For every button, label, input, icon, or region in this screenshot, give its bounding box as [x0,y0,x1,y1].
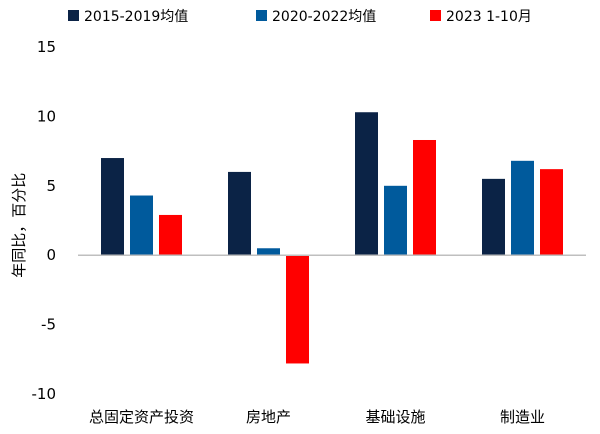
legend-label: 2020-2022均值 [272,9,376,25]
bar [101,158,124,256]
y-tick-label: 15 [37,38,56,56]
legend-label: 2023 1-10月 [446,9,532,25]
bar [228,171,251,256]
bar [257,248,280,256]
category-label: 总固定资产投资 [89,408,194,426]
legend-swatch [430,10,441,21]
bars [101,112,563,364]
category-label: 基础设施 [365,408,425,426]
legend-swatch [68,10,79,21]
bar [511,160,534,256]
bar [355,112,378,256]
y-tick-label: -5 [41,316,56,334]
legend: 2015-2019均值 2020-2022均值 2023 1-10月 [68,9,532,25]
bar [286,255,309,364]
bar [130,195,153,256]
y-tick-label: 0 [46,246,56,264]
legend-label: 2015-2019均值 [84,9,188,25]
legend-swatch [256,10,267,21]
y-tick-label: -10 [32,385,57,403]
category-label: 制造业 [500,408,545,426]
bar [384,185,407,256]
bar [482,178,505,256]
category-label: 房地产 [246,408,291,426]
y-tick-label: 10 [37,107,56,125]
y-tick-label: 5 [46,177,56,195]
bar [540,169,563,256]
bar [159,214,182,256]
category-labels: 总固定资产投资 房地产 基础设施 制造业 [89,408,545,426]
bar [413,139,436,256]
y-axis-label: 年同比，百分比 [10,173,28,278]
y-axis-ticks: -10 -5 0 5 10 15 [32,38,57,403]
